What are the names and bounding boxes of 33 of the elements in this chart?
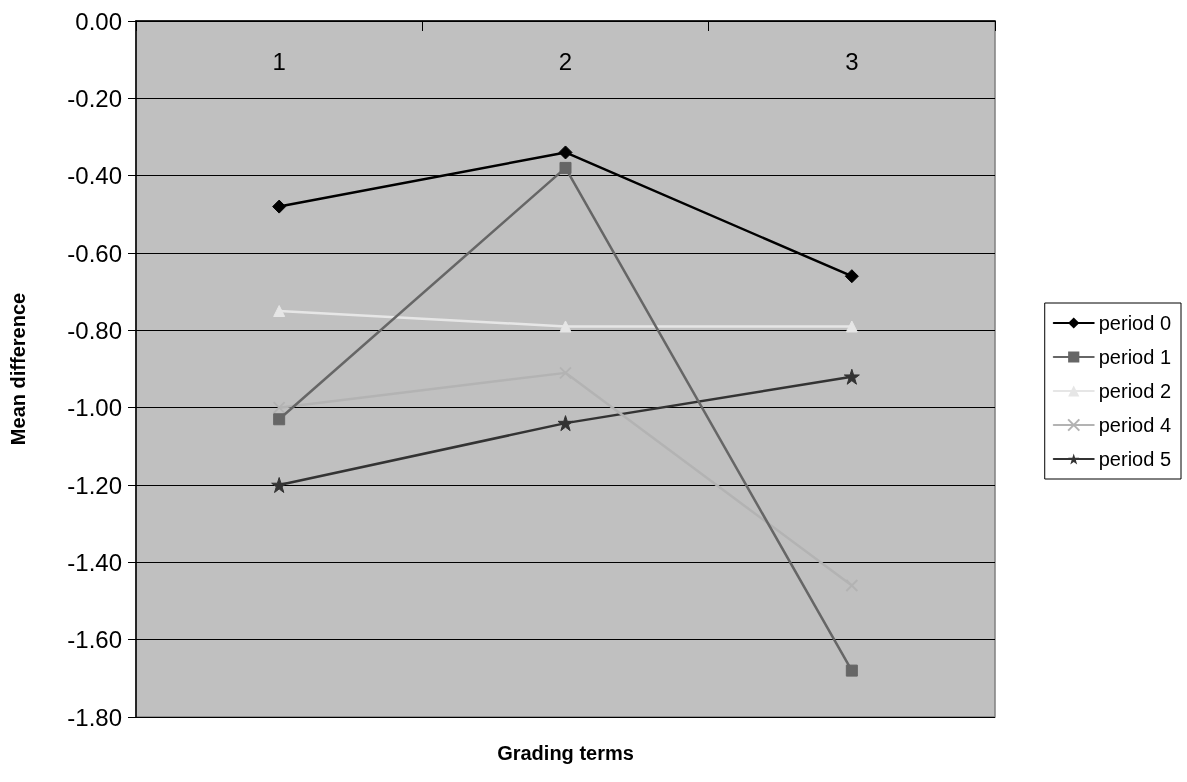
y-tick-label: -1.40 [67, 548, 122, 576]
point [272, 199, 287, 214]
legend-label: period 4 [1098, 414, 1172, 436]
legend-label: period 0 [1098, 312, 1172, 334]
x-tick-label: 3 [845, 47, 859, 75]
point [844, 269, 859, 284]
point [272, 401, 286, 415]
x-tick-label: 2 [558, 47, 573, 75]
point [559, 161, 572, 174]
y-tick-label: -0.40 [67, 162, 122, 190]
x-axis-title: Grading terms [497, 742, 634, 764]
legend-label: period 2 [1098, 380, 1172, 402]
point [558, 145, 573, 160]
y-tick-label: -1.00 [67, 394, 122, 422]
y-tick-label: -0.80 [67, 316, 122, 344]
point [557, 415, 574, 432]
y-tick-label: -1.60 [67, 626, 122, 654]
point [273, 305, 286, 317]
point [845, 664, 858, 677]
point [845, 320, 858, 333]
y-axis-title: Mean difference [7, 292, 29, 446]
y-tick-label: -1.20 [67, 471, 122, 499]
y-tick-label: 0.00 [75, 7, 122, 35]
x-tick-label: 1 [272, 47, 286, 75]
point [273, 413, 286, 426]
point [271, 477, 288, 493]
legend-label: period 5 [1098, 448, 1172, 470]
y-tick-label: -1.80 [67, 703, 122, 731]
point [843, 368, 860, 385]
y-tick-label: -0.20 [67, 84, 122, 112]
legend-label: period 1 [1098, 346, 1172, 368]
y-tick-label: -0.60 [67, 239, 122, 267]
point [559, 320, 572, 333]
